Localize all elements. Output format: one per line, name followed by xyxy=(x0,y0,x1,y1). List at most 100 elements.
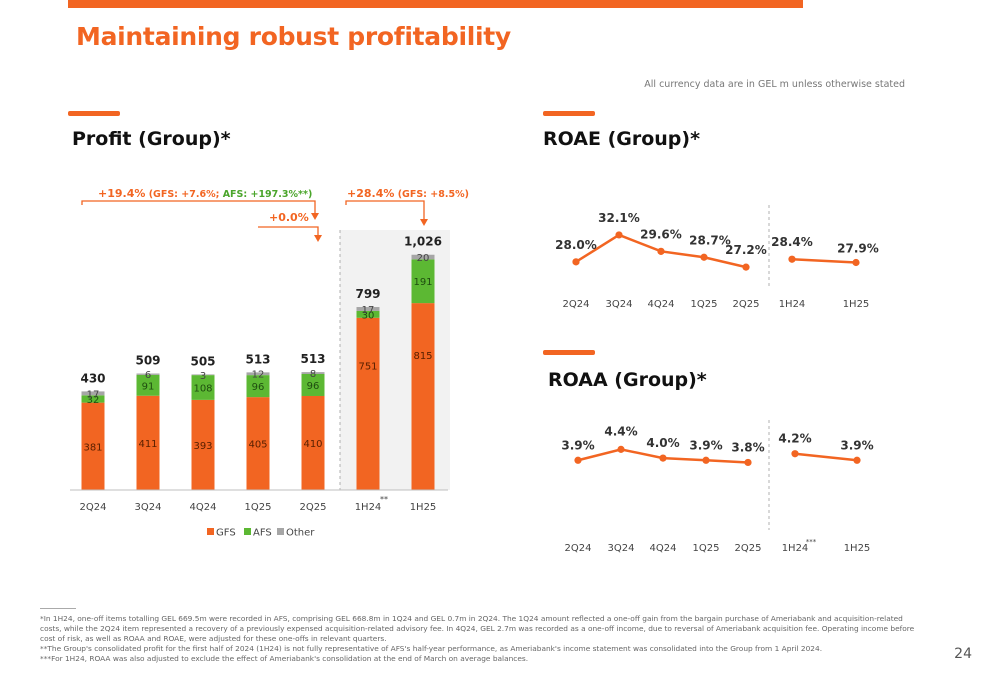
bar-gfs-2Q24 xyxy=(81,402,105,490)
bar-other-3Q24 xyxy=(136,373,160,375)
roae-label-2Q25: 27.2% xyxy=(725,243,767,257)
label-other-3Q24: 6 xyxy=(145,370,151,381)
roaa-chart: 3.9% 2Q24 4.4% 3Q24 4.0% 4Q24 3.9% 1Q25 3.8% 2Q25… xyxy=(561,420,874,554)
bar-gfs-3Q24 xyxy=(136,395,160,490)
tick-2Q25: 2Q25 xyxy=(300,502,327,513)
roae-point-1H25 xyxy=(852,258,860,267)
label-gfs-3Q24: 411 xyxy=(138,439,157,450)
roaa-label-2Q25: 3.8% xyxy=(731,440,764,454)
label-gfs-1Q25: 405 xyxy=(248,440,267,451)
roaa-label-4Q24: 4.0% xyxy=(646,436,679,450)
label-total-2Q24: 430 xyxy=(80,371,105,385)
top-accent-bar xyxy=(68,0,803,8)
annotation-yoy-quarter: +19.4% (GFS: +7.6%; AFS: +197.3%**) xyxy=(98,187,312,200)
annotation-yoy-quarter-afs: AFS: +197.3%**) xyxy=(219,189,312,200)
label-other-1Q25: 12 xyxy=(252,370,265,381)
legend-swatch-other xyxy=(277,528,284,535)
bar-other-2Q24 xyxy=(81,391,105,396)
roae-label-1H24: 28.4% xyxy=(771,235,813,249)
roae-tick-4Q24: 4Q24 xyxy=(648,299,675,310)
roae-label-1Q25: 28.7% xyxy=(689,233,731,247)
bar-afs-1Q25 xyxy=(246,375,270,398)
roaa-accent-bar xyxy=(543,350,595,355)
roae-tick-2Q24: 2Q24 xyxy=(563,299,590,310)
bar-afs-4Q24 xyxy=(191,375,215,400)
label-afs-2Q25: 96 xyxy=(307,381,320,392)
bar-gfs-1H24 xyxy=(356,317,380,490)
roae-label-1H25: 27.9% xyxy=(837,242,879,256)
label-other-1H24: 17 xyxy=(362,305,375,316)
currency-note: All currency data are in GEL m unless ot… xyxy=(644,79,905,90)
roae-tick-1Q25: 1Q25 xyxy=(691,299,718,310)
roaa-point-1H25 xyxy=(853,456,861,464)
roaa-tick-1Q25: 1Q25 xyxy=(693,543,720,554)
roae-point-1Q25 xyxy=(700,253,708,261)
roaa-tick-2Q24: 2Q24 xyxy=(565,543,592,554)
bar-afs-1H24 xyxy=(356,310,380,318)
roaa-tick-4Q24: 4Q24 xyxy=(650,543,677,554)
roae-label-4Q24: 29.6% xyxy=(640,227,682,241)
annotation-halfyear-gfs: (GFS: +8.5%) xyxy=(394,189,469,200)
bar-other-1Q25 xyxy=(246,372,270,376)
annotation-yoy-quarter-gfs: (GFS: +7.6%; xyxy=(145,189,219,200)
bar-gfs-1H25 xyxy=(411,303,435,490)
footnote-3: ***For 1H24, ROAA was also adjusted to e… xyxy=(40,654,529,664)
roaa-halfyear-line xyxy=(794,452,858,462)
roaa-tick-1H24: 1H24 xyxy=(782,543,809,554)
page-number: 24 xyxy=(954,646,972,662)
bracket-qoq-arrow xyxy=(314,235,322,242)
roaa-label-1H24: 4.2% xyxy=(778,432,811,446)
label-total-4Q24: 505 xyxy=(190,354,215,368)
bar-afs-2Q24 xyxy=(81,395,105,403)
label-total-2Q25: 513 xyxy=(300,352,325,366)
label-afs-2Q24: 32 xyxy=(87,395,100,406)
roae-point-2Q24 xyxy=(572,258,580,266)
roae-chart: 28.0% 2Q24 32.1% 3Q24 29.6% 4Q24 28.7% 1Q25 27.2… xyxy=(555,205,879,310)
bracket-halfyear xyxy=(345,200,425,220)
legend-swatch-gfs xyxy=(207,528,214,535)
label-other-4Q24: 3 xyxy=(200,371,206,382)
roae-accent-bar xyxy=(543,111,595,116)
roae-tick-1H24: 1H24 xyxy=(779,299,806,310)
bar-afs-1H25 xyxy=(411,259,435,304)
roae-tick-2Q25: 2Q25 xyxy=(733,299,760,310)
tick-3Q24: 3Q24 xyxy=(135,502,162,513)
legend-label-afs: AFS xyxy=(253,528,272,539)
bar-gfs-1Q25 xyxy=(246,397,270,490)
label-afs-1H24: 30 xyxy=(362,310,375,321)
roaa-label-1Q25: 3.9% xyxy=(689,438,722,452)
roae-tick-3Q24: 3Q24 xyxy=(606,299,633,310)
page-title: Maintaining robust profitability xyxy=(76,22,511,51)
profit-chart: 38132174302Q244119165093Q2439310835054Q2… xyxy=(70,187,469,539)
legend: GFS AFS Other xyxy=(207,528,315,539)
bar-afs-3Q24 xyxy=(136,374,160,396)
label-gfs-1H25: 815 xyxy=(413,351,432,362)
tick-4Q24: 4Q24 xyxy=(190,502,217,513)
roaa-tick-3Q24: 3Q24 xyxy=(608,543,635,554)
label-other-2Q24: 17 xyxy=(87,389,100,400)
roaa-chart-title: ROAA (Group)* xyxy=(548,369,707,391)
bracket-halfyear-arrow xyxy=(420,219,428,226)
roaa-point-2Q25 xyxy=(744,458,752,467)
label-afs-1Q25: 96 xyxy=(252,382,265,393)
footnote-rule xyxy=(40,608,76,609)
annotation-qoq: +0.0% xyxy=(269,211,309,224)
profit-chart-title: Profit (Group)* xyxy=(72,128,231,150)
roae-point-4Q24 xyxy=(657,247,665,255)
bar-other-1H25 xyxy=(411,254,435,260)
bar-other-2Q25 xyxy=(301,372,325,374)
roaa-point-2Q24 xyxy=(574,456,582,464)
roae-label-3Q24: 32.1% xyxy=(598,211,640,225)
label-afs-1H25: 191 xyxy=(413,277,432,288)
label-afs-3Q24: 91 xyxy=(142,381,155,392)
roaa-tick-1H25: 1H25 xyxy=(844,543,871,554)
bar-other-1H24 xyxy=(356,307,380,311)
roae-point-2Q25 xyxy=(742,263,750,271)
roae-chart-title: ROAE (Group)* xyxy=(543,128,701,150)
bar-gfs-4Q24 xyxy=(191,399,215,490)
footnotes: *In 1H24, one-off items totalling GEL 66… xyxy=(40,614,920,664)
footnote-2: **The Group's consolidated profit for th… xyxy=(40,644,823,654)
label-total-1H25: 1,026 xyxy=(404,235,442,249)
label-afs-4Q24: 108 xyxy=(193,384,212,395)
